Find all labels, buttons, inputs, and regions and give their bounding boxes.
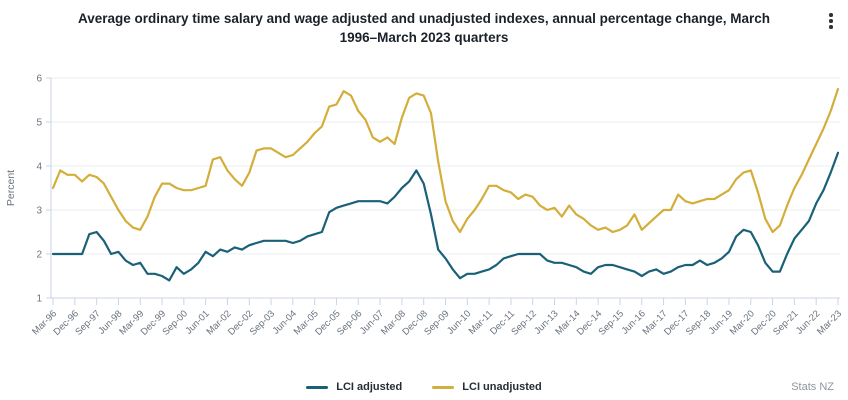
chart-legend: LCI adjusted LCI unadjusted <box>0 378 848 396</box>
series-line-lci-unadjusted <box>51 87 840 234</box>
y-tick-label: 3 <box>36 206 42 217</box>
x-tick-label: Sep-06 <box>335 308 364 337</box>
x-tick-label: Sep-97 <box>73 308 102 337</box>
series-line-lci-adjusted <box>51 151 840 282</box>
x-tick-label: Sep-00 <box>161 308 190 337</box>
legend-item-lci-unadjusted[interactable]: LCI unadjusted <box>432 381 542 393</box>
x-tick-label: Sep-03 <box>248 308 277 337</box>
lci-unadjusted-swatch-icon <box>432 385 455 389</box>
x-tick-label: Sep-21 <box>771 308 800 337</box>
legend-item-lci-adjusted[interactable]: LCI adjusted <box>306 381 402 393</box>
y-tick-label: 1 <box>36 294 42 305</box>
chart-area: 1 2 3 4 5 6 Percent Mar-96 Dec-96 Sep-97 Jun-98 Mar… <box>0 56 848 368</box>
kebab-menu-icon[interactable] <box>822 10 840 32</box>
y-tick-label: 5 <box>36 118 42 129</box>
x-tick-label: Sep-12 <box>509 308 538 337</box>
legend-label-lci-adjusted: LCI adjusted <box>336 381 403 393</box>
title-line-1: Average ordinary time salary and wage ad… <box>78 11 770 26</box>
y-tick-label: 6 <box>36 74 42 85</box>
source-attribution: Stats NZ <box>791 381 834 393</box>
page-title: Average ordinary time salary and wage ad… <box>40 9 808 47</box>
x-tick-label: Sep-15 <box>597 308 626 337</box>
legend-label-lci-unadjusted: LCI unadjusted <box>462 381 542 393</box>
lci-adjusted-swatch-icon <box>306 385 329 389</box>
y-axis-title: Percent <box>5 170 17 206</box>
y-tick-label: 4 <box>36 162 42 173</box>
x-tick-label: Sep-09 <box>422 308 451 337</box>
x-tick-label: Sep-18 <box>684 308 713 337</box>
line-chart-canvas: 123456PercentMar-96Dec-96Sep-97Jun-98Mar… <box>5 74 844 338</box>
x-tick-label: Mar-23 <box>815 308 844 337</box>
y-tick-label: 2 <box>36 250 42 261</box>
title-line-2: 1996–March 2023 quarters <box>339 30 509 45</box>
